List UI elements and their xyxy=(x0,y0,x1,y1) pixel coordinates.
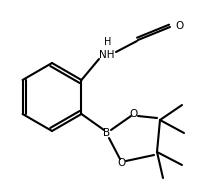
Text: O: O xyxy=(118,158,126,168)
Text: O: O xyxy=(130,109,138,119)
Text: NH: NH xyxy=(99,50,115,60)
Text: B: B xyxy=(103,128,111,138)
Text: O: O xyxy=(175,21,183,31)
Text: H: H xyxy=(104,37,112,47)
